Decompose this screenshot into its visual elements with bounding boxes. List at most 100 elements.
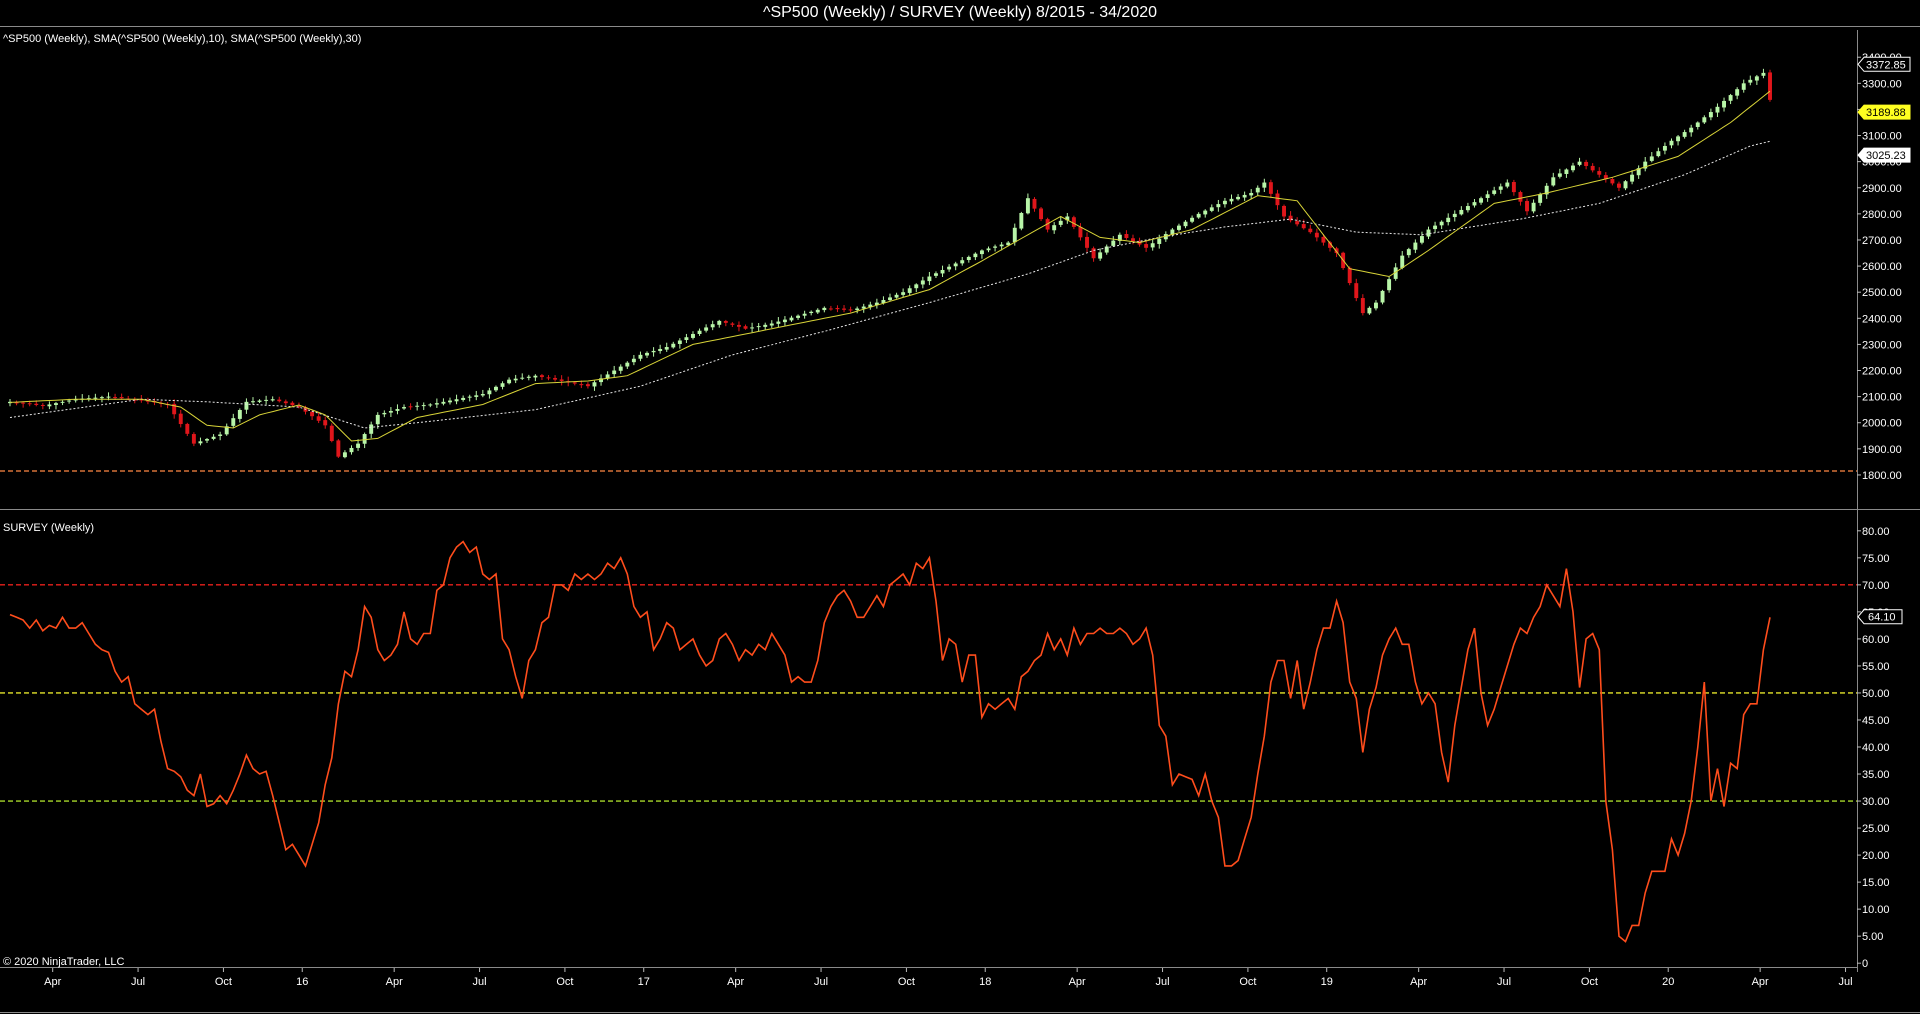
candle-body xyxy=(1649,156,1654,161)
candle-body xyxy=(1124,233,1129,239)
survey-axis-label: 35.00 xyxy=(1862,769,1890,781)
candle-body xyxy=(979,250,984,255)
price-tag xyxy=(1857,104,1911,120)
candle-body xyxy=(1433,225,1438,230)
candle-body xyxy=(507,379,512,384)
candle-body xyxy=(1078,226,1083,238)
candle-body xyxy=(1590,165,1595,171)
candle-body xyxy=(710,324,715,328)
candle-body xyxy=(434,403,439,405)
candle-body xyxy=(1236,196,1241,200)
time-axis-label: Oct xyxy=(1581,976,1598,988)
candle-body xyxy=(1360,298,1365,314)
price-axis-label: 2700.00 xyxy=(1862,235,1902,247)
candle-body xyxy=(1229,198,1234,202)
candle-body xyxy=(231,418,236,426)
survey-axis-label: 45.00 xyxy=(1862,715,1890,727)
candle-body xyxy=(592,382,597,387)
candle-body xyxy=(1380,290,1385,303)
candle-body xyxy=(848,309,853,311)
candle-body xyxy=(34,403,39,405)
candle-body xyxy=(1347,267,1352,284)
candle-body xyxy=(1393,267,1398,279)
price-axis-label: 1900.00 xyxy=(1862,444,1902,456)
candle-body xyxy=(546,377,551,379)
chart-title: ^SP500 (Weekly) / SURVEY (Weekly) 8/2015… xyxy=(762,4,1158,21)
survey-line xyxy=(9,540,1771,943)
time-axis-label: Oct xyxy=(898,976,915,988)
survey-axis-label: 10.00 xyxy=(1862,904,1890,916)
candle-body xyxy=(474,395,479,397)
survey-axis-label: 60.00 xyxy=(1862,634,1890,646)
candle-body xyxy=(1216,204,1221,208)
candle-body xyxy=(139,399,144,401)
candle-body xyxy=(1170,229,1175,235)
time-axis-label: Jul xyxy=(814,976,828,988)
candle-body xyxy=(1157,238,1162,244)
candle-body xyxy=(1630,174,1635,182)
candle-body xyxy=(1544,185,1549,195)
time-axis[interactable]: Apr Jul Oct 16 Apr Jul Oct 17 Apr Jul Oct 18 Apr Jul O… xyxy=(44,968,1853,988)
survey-axis[interactable]: 80.0075.0070.0065.0060.0055.0050.0045.00… xyxy=(1857,526,1890,970)
candle-body xyxy=(691,333,695,338)
candle-body xyxy=(1557,173,1562,177)
candle-body xyxy=(671,343,676,348)
candle-body xyxy=(868,304,873,308)
candle-body xyxy=(1748,79,1753,83)
candle-body xyxy=(697,330,702,334)
candle-body xyxy=(1643,161,1648,169)
candle-body xyxy=(99,397,104,399)
candle-body xyxy=(487,390,492,395)
candle-body xyxy=(953,263,958,267)
survey-axis-label: 40.00 xyxy=(1862,742,1890,754)
candle-body xyxy=(1144,244,1149,248)
candle-body xyxy=(1492,190,1497,194)
candle-body xyxy=(277,399,282,402)
time-axis-label: Apr xyxy=(1410,976,1427,988)
candle-body xyxy=(441,401,446,404)
candle-body xyxy=(1426,229,1431,237)
candle-body xyxy=(579,384,584,386)
candle-body xyxy=(1150,243,1155,248)
price-axis-label: 3300.00 xyxy=(1862,78,1902,90)
candle-body xyxy=(1498,186,1503,190)
candle-body xyxy=(191,434,196,444)
price-axis-label: 2800.00 xyxy=(1862,209,1902,221)
price-axis[interactable]: 3400.003300.003200.003100.003000.002900.… xyxy=(1857,52,1902,482)
candle-body xyxy=(520,377,525,379)
candle-body xyxy=(730,323,735,325)
candle-body xyxy=(986,248,991,251)
candle-body xyxy=(172,403,177,415)
candle-body xyxy=(526,376,531,378)
candle-body xyxy=(185,423,190,434)
candle-body xyxy=(559,379,564,381)
candle-body xyxy=(67,400,72,402)
survey-axis-label: 15.00 xyxy=(1862,877,1890,889)
candle-body xyxy=(1485,194,1490,198)
candle-body xyxy=(257,400,262,402)
candle-body xyxy=(1754,76,1759,81)
survey-panel[interactable]: SURVEY (Weekly) 80.0075.0070.0065.0060.0… xyxy=(0,522,1903,970)
candle-body xyxy=(1052,225,1057,231)
time-axis-label: Apr xyxy=(1069,976,1086,988)
candle-body xyxy=(1551,177,1556,186)
candle-body xyxy=(1584,161,1589,167)
candle-body xyxy=(290,402,295,406)
candle-body xyxy=(1459,209,1464,215)
candle-body xyxy=(1255,187,1260,193)
candle-body xyxy=(316,416,321,421)
survey-panel-label: SURVEY (Weekly) xyxy=(3,522,94,534)
candle-body xyxy=(1571,165,1575,171)
candle-body xyxy=(342,452,347,458)
candle-body xyxy=(999,244,1004,247)
price-tag-label: 3372.85 xyxy=(1866,59,1906,71)
candle-body xyxy=(631,358,636,363)
price-axis-label: 2600.00 xyxy=(1862,261,1902,273)
time-axis-label: Oct xyxy=(1239,976,1256,988)
candle-body xyxy=(113,397,118,399)
time-axis-label: 19 xyxy=(1321,976,1333,988)
survey-tag-label: 64.10 xyxy=(1868,612,1896,624)
price-panel[interactable]: ^SP500 (Weekly), SMA(^SP500 (Weekly),10)… xyxy=(0,33,1911,482)
candle-body xyxy=(842,308,846,310)
